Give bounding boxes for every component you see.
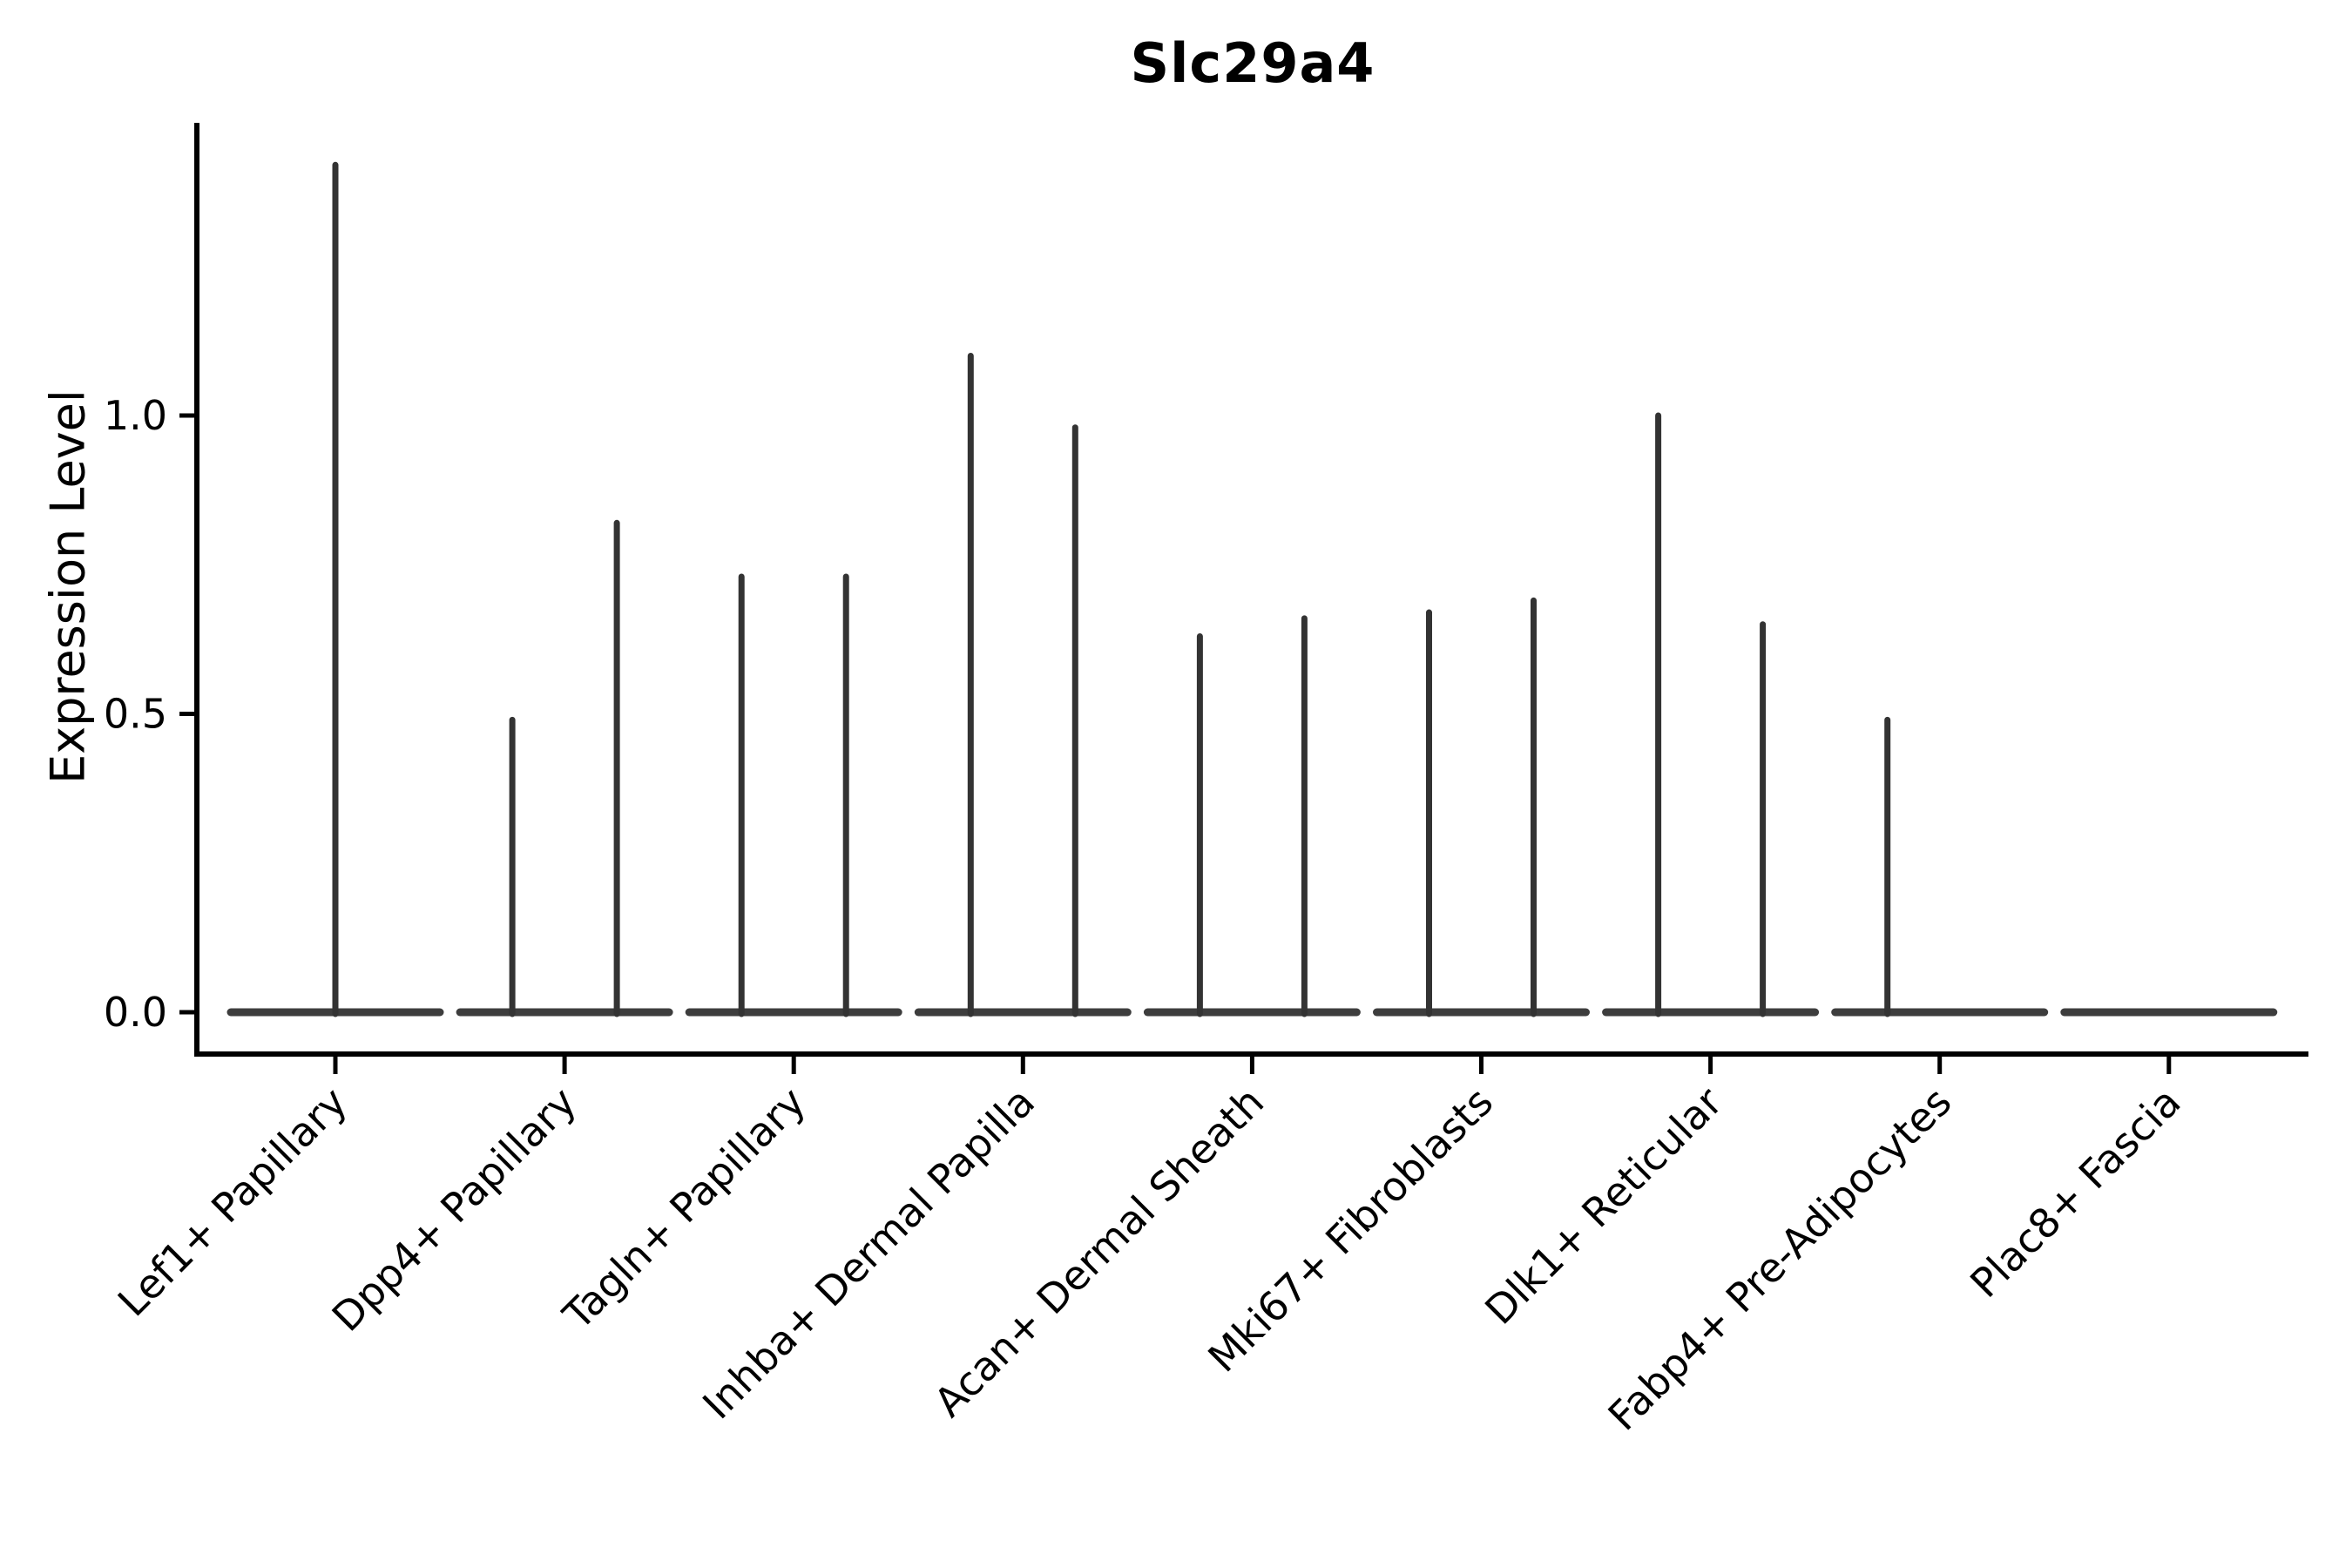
- violin: [1602, 412, 1820, 1017]
- violin: [685, 573, 902, 1017]
- x-tick-label: Lef1+ Papillary: [109, 1078, 356, 1326]
- violin: [226, 161, 444, 1017]
- violin: [456, 519, 673, 1017]
- y-tick-label: 0.5: [104, 691, 167, 738]
- violin: [914, 353, 1132, 1017]
- x-tick-label: Dpp4+ Papillary: [323, 1078, 585, 1341]
- y-tick-label: 0.0: [104, 989, 167, 1036]
- x-tick-label: Dlk1+ Reticular: [1476, 1078, 1731, 1334]
- y-tick-label: 1.0: [104, 392, 167, 439]
- violin: [1831, 716, 2049, 1017]
- x-tick-label: Tagln+ Papillary: [553, 1078, 814, 1340]
- x-tick-label: Plac8+ Fascia: [1961, 1078, 2189, 1307]
- violin: [1143, 615, 1361, 1017]
- violin: [1373, 597, 1590, 1017]
- chart-title: Slc29a4: [1130, 31, 1375, 95]
